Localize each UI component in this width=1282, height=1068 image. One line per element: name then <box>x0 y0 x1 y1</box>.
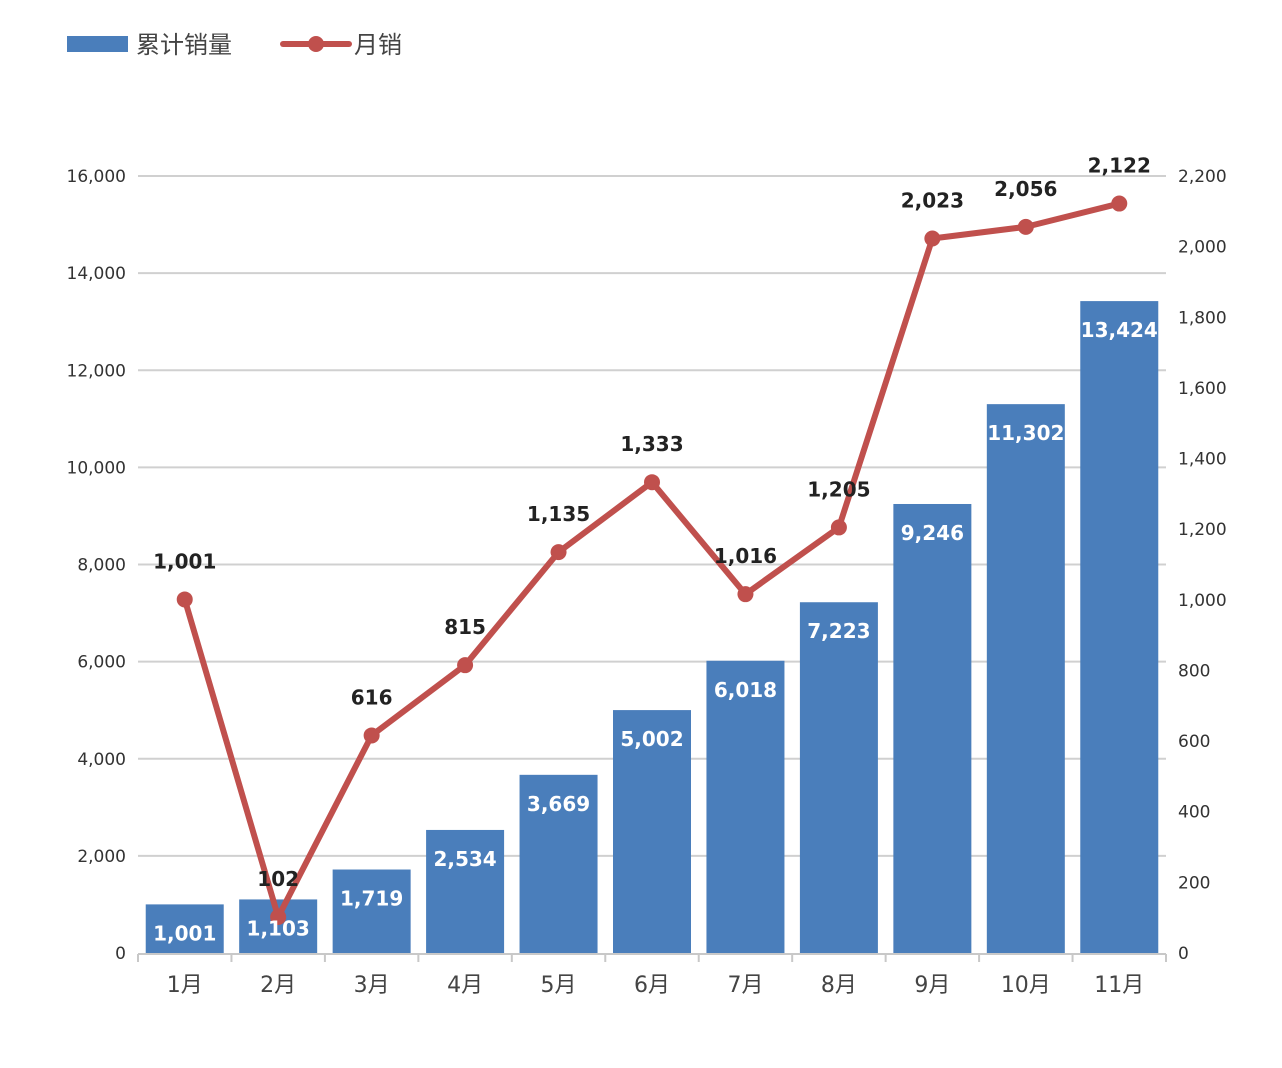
line-data-label: 616 <box>351 685 393 709</box>
left-axis-tick-label: 14,000 <box>67 264 126 284</box>
bar-data-label: 2,534 <box>433 847 496 871</box>
right-axis-tick-label: 400 <box>1178 803 1210 823</box>
right-axis-tick-label: 2,200 <box>1178 167 1227 187</box>
right-axis-tick-label: 2,000 <box>1178 238 1227 258</box>
right-axis-tick-label: 1,600 <box>1178 379 1227 399</box>
bar-data-label: 13,424 <box>1081 318 1158 342</box>
line-data-label: 815 <box>444 615 486 639</box>
line-data-label: 2,023 <box>901 189 964 213</box>
bar <box>1080 301 1159 953</box>
left-axis-tick-label: 12,000 <box>67 361 126 381</box>
x-axis-category-label: 1月 <box>167 973 203 998</box>
left-axis-tick-label: 8,000 <box>77 556 126 576</box>
right-axis-tick-label: 1,800 <box>1178 308 1227 328</box>
line-marker <box>737 586 754 603</box>
bar-data-label: 11,302 <box>987 421 1064 445</box>
bar <box>426 829 505 953</box>
legend-swatch-bar <box>67 36 128 52</box>
x-axis-category-label: 2月 <box>260 973 296 998</box>
right-axis-tick-label: 0 <box>1178 944 1189 964</box>
x-axis-category-label: 4月 <box>447 973 483 998</box>
line-marker <box>270 908 287 925</box>
bar <box>519 774 598 953</box>
bar <box>799 602 878 953</box>
left-axis-tick-label: 10,000 <box>67 458 126 478</box>
x-axis-category-label: 9月 <box>914 973 950 998</box>
bar <box>706 660 785 953</box>
legend-swatch-marker <box>308 36 324 52</box>
x-axis-category-label: 7月 <box>727 973 763 998</box>
line-marker <box>550 544 567 561</box>
line-marker <box>457 657 474 674</box>
left-axis-tick-label: 0 <box>115 944 126 964</box>
bar-data-label: 3,669 <box>527 792 590 816</box>
bar-data-label: 9,246 <box>901 521 964 545</box>
bar-data-label: 1,719 <box>340 887 403 911</box>
left-axis-tick-label: 16,000 <box>67 167 126 187</box>
x-axis-category-label: 10月 <box>1001 973 1051 998</box>
right-axis-tick-label: 800 <box>1178 661 1210 681</box>
line-marker <box>176 591 193 608</box>
line-data-label: 2,122 <box>1088 154 1151 178</box>
bar-data-label: 5,002 <box>620 727 683 751</box>
bar-data-label: 1,103 <box>247 916 310 940</box>
x-axis-category-label: 5月 <box>541 973 577 998</box>
left-axis-tick-label: 4,000 <box>77 750 126 770</box>
bar <box>986 404 1065 954</box>
line-data-label: 1,205 <box>807 477 870 501</box>
right-axis-tick-label: 200 <box>1178 873 1210 893</box>
line-marker <box>363 727 380 744</box>
bar <box>145 904 224 953</box>
line-marker <box>830 519 847 536</box>
bar <box>613 710 691 953</box>
line-data-label: 1,001 <box>153 549 216 573</box>
line-marker <box>1111 195 1128 212</box>
right-axis-tick-label: 1,200 <box>1178 520 1227 540</box>
right-axis-tick-label: 1,000 <box>1178 591 1227 611</box>
bar <box>332 869 411 953</box>
line-data-label: 1,135 <box>527 502 590 526</box>
x-axis-category-label: 8月 <box>821 973 857 998</box>
line-data-label: 1,333 <box>620 432 683 456</box>
line-marker <box>1017 218 1034 235</box>
line-marker <box>924 230 941 247</box>
bar <box>893 503 972 953</box>
bar-data-label: 1,001 <box>153 921 216 945</box>
line-data-label: 1,016 <box>714 544 777 568</box>
x-axis-category-label: 6月 <box>634 973 670 998</box>
legend-label-bar: 累计销量 <box>136 31 232 59</box>
legend-label-line: 月销 <box>354 31 402 59</box>
line-data-label: 2,056 <box>994 177 1057 201</box>
bar-data-label: 7,223 <box>807 619 870 643</box>
line-data-label: 102 <box>257 867 299 891</box>
x-axis-category-label: 3月 <box>354 973 390 998</box>
x-axis-category-label: 11月 <box>1094 973 1144 998</box>
left-axis-tick-label: 6,000 <box>77 653 126 673</box>
right-axis-tick-label: 600 <box>1178 732 1210 752</box>
legend: 累计销量 月销 <box>67 31 402 59</box>
left-axis-tick-label: 2,000 <box>77 847 126 867</box>
right-axis-tick-label: 1,400 <box>1178 450 1227 470</box>
bar-data-label: 6,018 <box>714 678 777 702</box>
line-marker <box>644 474 660 491</box>
